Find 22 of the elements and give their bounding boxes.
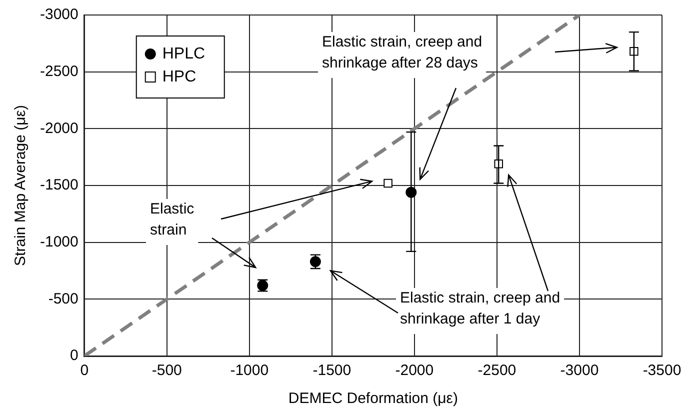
y-tick-label: -2500 — [40, 62, 78, 80]
y-tick-label: 0 — [70, 347, 78, 364]
y-tick-label: -2000 — [40, 120, 78, 137]
x-tick-label: -2000 — [395, 362, 434, 380]
x-tick-label: -1000 — [230, 362, 269, 380]
annotation: Elastic strain, creep and shrinkage after 1 day — [400, 290, 560, 328]
y-tick-label: -500 — [48, 290, 78, 308]
x-tick-label: -500 — [152, 362, 182, 380]
x-tick-label: -3000 — [560, 362, 599, 380]
x-tick-label: -2500 — [478, 362, 516, 380]
y-tick-label: -1000 — [40, 233, 78, 250]
legend-label: HPLC — [162, 45, 206, 62]
legend-label: HPC — [162, 68, 196, 86]
y-axis-title: Strain Map Average (με) — [12, 105, 30, 266]
y-tick-label: -1500 — [40, 176, 78, 194]
annotation: Elastic strain — [150, 200, 195, 239]
point — [384, 178, 392, 188]
x-axis-title: DEMEC Deformation (με) — [288, 390, 458, 408]
x-tick-label: -1500 — [312, 362, 352, 380]
annotation: Elastic strain, creep and shrinkage after 28 days — [322, 34, 482, 72]
x-tick-label: -3500 — [642, 362, 682, 380]
y-tick-label: -3000 — [40, 6, 78, 24]
